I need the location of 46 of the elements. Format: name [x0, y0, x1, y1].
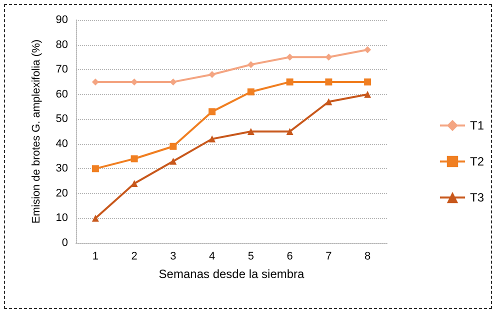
- y-tick-label: 10: [56, 212, 68, 224]
- y-tick-label: 30: [56, 162, 68, 175]
- y-tick-label: 60: [56, 88, 68, 100]
- x-tick-label: 3: [170, 250, 176, 262]
- legend-label: T3: [470, 190, 484, 204]
- point: [325, 54, 332, 61]
- point: [130, 155, 138, 162]
- y-tick-label: 0: [62, 237, 68, 249]
- x-tick-label: 6: [286, 250, 293, 262]
- x-tick-label: 2: [131, 250, 138, 262]
- x-tick-label: 7: [326, 250, 332, 262]
- point: [364, 46, 372, 54]
- point: [170, 78, 177, 86]
- point: [325, 98, 332, 106]
- point: [170, 158, 177, 165]
- point: [364, 78, 372, 86]
- legend-label: T2: [470, 154, 484, 168]
- y-tick-label: 20: [56, 187, 68, 200]
- point: [247, 61, 254, 68]
- point: [247, 128, 254, 135]
- y-tick-label: 80: [56, 38, 68, 51]
- point: [247, 88, 254, 96]
- x-axis-title: Semanas desde la siembra: [158, 267, 305, 281]
- point: [208, 135, 216, 142]
- x-tick-label: 5: [248, 250, 254, 262]
- point: [286, 78, 294, 86]
- point: [92, 214, 99, 222]
- x-tick-label: 4: [209, 250, 216, 262]
- point: [170, 142, 177, 150]
- point: [208, 71, 216, 78]
- y-tick-label: 40: [56, 138, 68, 150]
- legend-label: T1: [470, 118, 484, 132]
- x-tick-label: 1: [92, 250, 98, 262]
- y-tick-label: 50: [56, 113, 68, 126]
- point: [130, 78, 138, 86]
- y-axis-title: Emision de brotes G. amplexifolia (%): [30, 39, 42, 224]
- point: [325, 78, 332, 86]
- y-tick-label: 70: [56, 64, 68, 76]
- point: [364, 90, 372, 98]
- point: [286, 128, 294, 135]
- point: [92, 78, 99, 86]
- point: [286, 54, 294, 61]
- y-tick-label: 90: [56, 14, 68, 26]
- x-tick-label: 8: [364, 250, 371, 262]
- point: [208, 108, 216, 116]
- point: [92, 165, 99, 172]
